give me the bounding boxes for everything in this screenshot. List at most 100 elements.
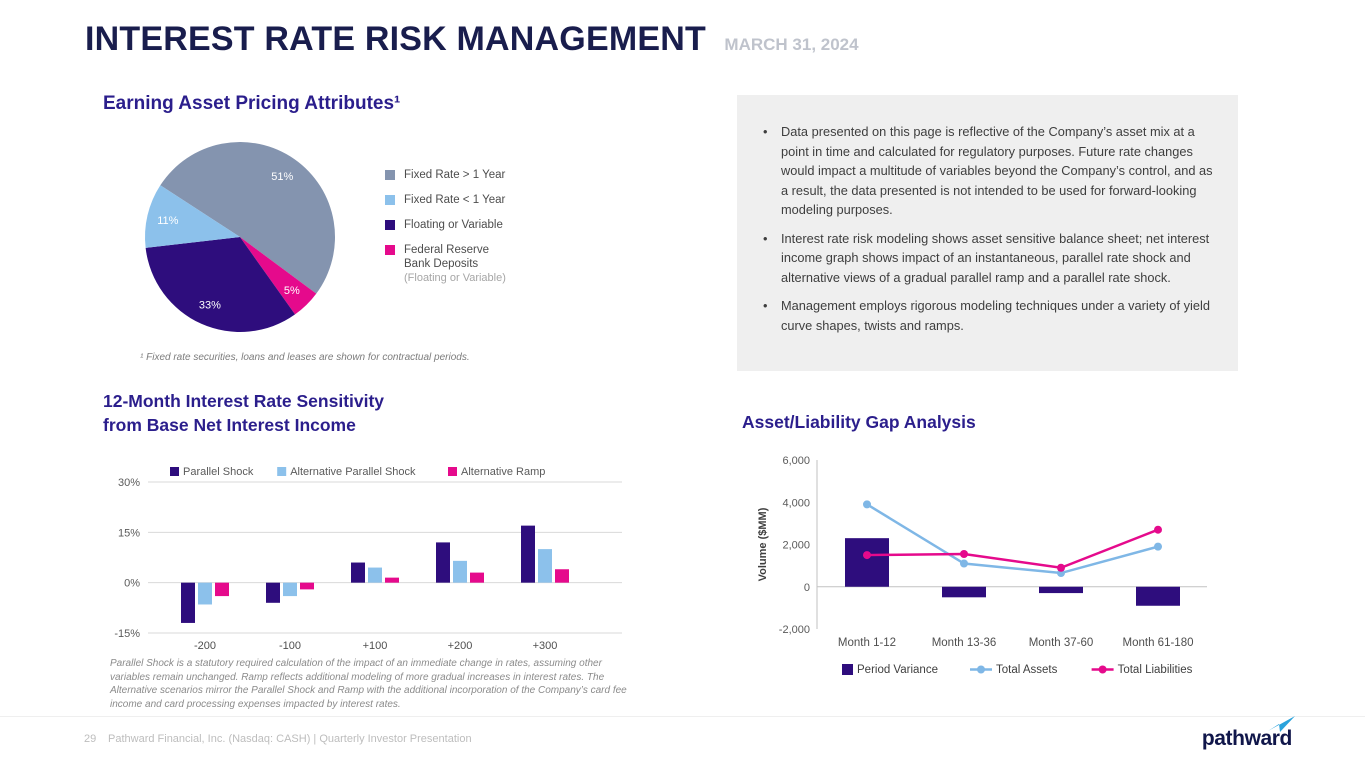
sensitivity-footnote: Parallel Shock is a statutory required c… [110, 658, 627, 710]
pie-legend: Fixed Rate > 1 Year Fixed Rate < 1 Year Fl… [385, 168, 516, 296]
y-tick-label: 0% [124, 578, 140, 590]
x-category-label: Month 13-36 [932, 637, 997, 649]
note-bullet: Data presented on this page is reflectiv… [761, 122, 1222, 220]
pie-footnote: ¹ Fixed rate securities, loans and lease… [140, 352, 470, 363]
legend-swatch [385, 245, 395, 255]
pie-chart: 51% 5% 33% 11% [145, 141, 336, 332]
line-marker [1057, 563, 1065, 572]
notes-list: Data presented on this page is reflectiv… [737, 95, 1238, 335]
sensitivity-bar-chart: 30% 15% 0% -15% -200 -100 +100 +200 +300 Parallel… [114, 466, 622, 652]
bar [845, 538, 889, 587]
legend-swatch [385, 170, 395, 180]
page-number: 29 [84, 733, 97, 745]
y-tick-label: 6,000 [782, 455, 810, 467]
x-category-label: +100 [363, 640, 388, 652]
gap-analysis-heading: Asset/Liability Gap Analysis [742, 412, 976, 432]
line-marker [960, 559, 968, 568]
legend-swatch [842, 664, 853, 675]
notes-box: Data presented on this page is reflectiv… [737, 95, 1238, 371]
pie-slice-label: 11% [157, 215, 178, 227]
bar [942, 586, 986, 598]
x-category-label: Month 37-60 [1029, 637, 1094, 649]
legend-swatch [385, 220, 395, 230]
y-tick-label: 2,000 [782, 540, 810, 552]
note-bullet: Interest rate risk modeling shows asset … [761, 229, 1222, 288]
line-series [866, 503, 1159, 575]
bar [555, 569, 569, 583]
pie-slice-label: 33% [199, 300, 221, 312]
line-marker [1154, 525, 1162, 534]
pie-slice [145, 185, 240, 248]
pie-slice-label: 5% [284, 285, 300, 297]
bar [368, 567, 382, 583]
pie-legend-item: Fixed Rate < 1 Year [385, 193, 516, 207]
legend-label: Floating or Variable [404, 219, 503, 231]
line-marker [863, 500, 871, 509]
y-tick-label: 15% [118, 527, 140, 539]
gap-combo-chart: 6,000 4,000 2,000 0 -2,000 Month 1-12 Month 13… [757, 455, 1207, 676]
bar [385, 577, 399, 583]
footer-text: Pathward Financial, Inc. (Nasdaq: CASH) … [108, 733, 472, 745]
bar [436, 542, 450, 583]
legend-swatch [385, 195, 395, 205]
legend-label: Fixed Rate > 1 Year [404, 169, 506, 181]
x-category-label: Month 1-12 [838, 637, 896, 649]
bar [300, 582, 314, 590]
x-category-label: -100 [279, 640, 301, 652]
legend-marker [977, 665, 985, 674]
bar [470, 572, 484, 583]
slide-header: INTEREST RATE RISK MANAGEMENT MARCH 31, … [85, 20, 859, 59]
bar [521, 525, 535, 583]
footer-divider [0, 716, 1365, 717]
bar [181, 582, 195, 623]
line-marker [863, 551, 871, 560]
legend-swatch [170, 467, 179, 476]
legend-label: Federal Reserve Bank Deposits (Floating o… [404, 243, 516, 285]
bar [1039, 586, 1083, 594]
y-tick-label: -15% [114, 628, 140, 640]
logo-text: pathward [1201, 727, 1293, 750]
legend-swatch [277, 467, 287, 476]
legend-marker [1098, 665, 1107, 674]
legend-label: Total Assets [996, 664, 1058, 676]
bar [266, 582, 280, 603]
line-marker [1154, 542, 1162, 551]
pie-legend-item: Floating or Variable [385, 218, 516, 232]
y-axis-title: Volume ($MM) [757, 507, 769, 581]
bar [538, 549, 552, 583]
note-bullet: Management employs rigorous modeling tec… [761, 296, 1222, 335]
sensitivity-heading: 12-Month Interest Rate Sensitivity from … [103, 389, 384, 437]
y-tick-label: 4,000 [782, 497, 810, 509]
bar [198, 582, 212, 605]
x-category-label: +200 [448, 640, 473, 652]
y-tick-label: 30% [118, 477, 140, 489]
pathward-logo: pathward [1201, 716, 1295, 751]
bar [1136, 586, 1180, 606]
x-category-label: Month 61-180 [1123, 637, 1194, 649]
pie-section-heading: Earning Asset Pricing Attributes¹ [103, 93, 401, 114]
legend-label: Total Liabilities [1118, 664, 1193, 676]
y-tick-label: -2,000 [779, 624, 810, 636]
pie-legend-item: Federal Reserve Bank Deposits (Floating o… [385, 243, 516, 285]
footer: 29 Pathward Financial, Inc. (Nasdaq: CAS… [0, 716, 1365, 768]
x-category-label: +300 [533, 640, 558, 652]
legend-label: Alternative Parallel Shock [290, 466, 416, 478]
pie-legend-item: Fixed Rate > 1 Year [385, 168, 516, 182]
page-title: INTEREST RATE RISK MANAGEMENT [85, 20, 706, 58]
page-date: MARCH 31, 2024 [724, 35, 859, 54]
line-marker [960, 550, 968, 559]
bar [453, 560, 467, 583]
bar [215, 582, 229, 597]
legend-swatch [448, 467, 457, 476]
legend-label: Parallel Shock [183, 466, 254, 478]
legend-sublabel: (Floating or Variable) [404, 272, 506, 284]
sensitivity-heading-line2: from Base Net Interest Income [103, 415, 356, 435]
logo-arrow-icon [1268, 716, 1295, 732]
bar [283, 582, 297, 597]
sensitivity-heading-line1: 12-Month Interest Rate Sensitivity [103, 391, 385, 411]
y-tick-label: 0 [804, 582, 810, 594]
pie-slice [240, 237, 317, 315]
pie-slice [145, 237, 296, 332]
pie-slice [160, 141, 336, 294]
